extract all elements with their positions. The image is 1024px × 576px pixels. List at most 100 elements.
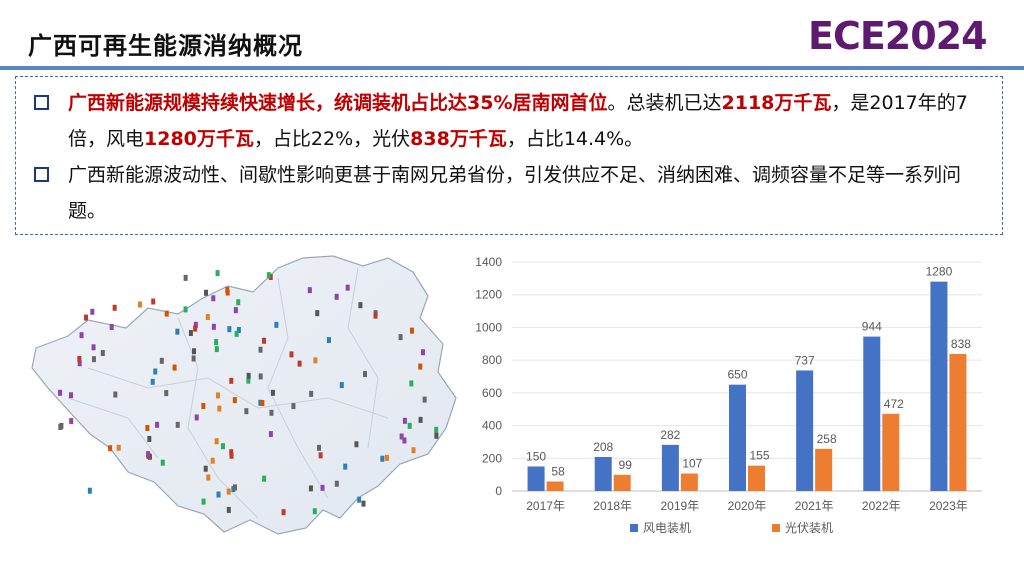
plant-marker-icon (100, 350, 105, 357)
plant-marker-icon (193, 325, 198, 332)
plant-marker-icon (160, 459, 165, 466)
plant-marker-icon (269, 409, 274, 416)
plant-marker-icon (362, 371, 367, 378)
plant-marker-icon (312, 508, 317, 515)
plant-marker-icon (339, 382, 344, 389)
plant-marker-icon (258, 399, 263, 406)
bar-wind (729, 384, 746, 491)
data-label: 208 (593, 440, 613, 454)
plant-marker-icon (164, 310, 169, 317)
plant-marker-icon (236, 327, 241, 334)
plant-marker-icon (201, 498, 206, 505)
plant-marker-icon (153, 368, 158, 375)
y-tick-label: 600 (482, 386, 502, 400)
ece2024-logo: ECE2024 (808, 14, 988, 58)
plant-marker-icon (343, 463, 348, 470)
bar-chart-svg: 0 200 400 600 800 1000 1200 1400 150 58 2017年 208 99… (475, 255, 982, 535)
bullet-seg: 838万千瓦 (410, 128, 507, 150)
plant-marker-icon (402, 417, 407, 424)
installed-capacity-chart: 0 200 400 600 800 1000 1200 1400 150 58 2017年 208 99… (452, 248, 1012, 548)
plant-marker-icon (270, 389, 275, 396)
square-bullet-icon (34, 167, 49, 182)
slide-title: 广西可再生能源消纳概况 (28, 32, 303, 60)
plant-marker-icon (308, 485, 313, 492)
bullet-seg: 广西新能源规模持续快速增长，统调装机占比达35%居南网首位 (68, 92, 608, 114)
plant-marker-icon (345, 284, 350, 291)
bar-wind (661, 444, 679, 491)
plant-marker-icon (373, 312, 378, 319)
plant-marker-icon (214, 438, 219, 445)
legend-label: 光伏装机 (785, 521, 833, 535)
plant-marker-icon (274, 321, 279, 328)
plant-marker-icon (183, 306, 188, 313)
y-tick-label: 1400 (475, 255, 502, 269)
plant-marker-icon (244, 408, 249, 415)
data-label: 58 (551, 465, 565, 479)
plant-marker-icon (214, 339, 219, 346)
x-tick-label: 2022年 (862, 499, 901, 513)
plant-marker-icon (261, 337, 266, 344)
plant-marker-icon (266, 272, 271, 279)
plant-marker-icon (192, 348, 197, 355)
plant-marker-icon (358, 302, 363, 309)
plant-marker-icon (309, 390, 314, 397)
y-tick-label: 1200 (475, 288, 502, 302)
data-label: 258 (817, 432, 837, 446)
plant-marker-icon (175, 328, 180, 335)
plant-marker-icon (226, 488, 231, 495)
bullet-box: 广西新能源规模持续快速增长，统调装机占比达35%居南网首位。总装机已达2118万… (15, 76, 1003, 235)
y-tick-label: 1000 (475, 320, 502, 334)
plant-marker-icon (220, 443, 225, 450)
data-label: 472 (884, 397, 904, 411)
plant-marker-icon (434, 426, 439, 433)
plant-marker-icon (69, 418, 74, 425)
bar-solar (949, 353, 967, 491)
plant-marker-icon (258, 346, 263, 353)
plant-marker-icon (217, 405, 222, 412)
plant-marker-icon (205, 313, 210, 320)
plant-marker-icon (90, 308, 95, 315)
plant-marker-icon (260, 400, 265, 407)
data-label: 944 (862, 320, 882, 334)
x-tick-label: 2023年 (929, 499, 968, 513)
plant-marker-icon (211, 323, 216, 330)
bullet-seg: ，占比14.4%。 (506, 128, 644, 150)
plant-marker-icon (206, 474, 211, 481)
legend-swatch (630, 524, 638, 532)
data-label: 107 (682, 456, 702, 470)
bar-solar (882, 413, 900, 491)
bullet-seg: 1280万千瓦 (144, 128, 254, 150)
plant-marker-icon (214, 346, 219, 353)
plant-marker-icon (109, 323, 114, 330)
plant-marker-icon (326, 337, 331, 344)
plant-marker-icon (150, 378, 155, 385)
plant-marker-icon (318, 452, 323, 459)
data-label: 838 (951, 337, 971, 351)
x-tick-label: 2017年 (526, 499, 565, 513)
data-label: 737 (795, 353, 815, 367)
plant-marker-icon (225, 289, 230, 296)
plant-marker-icon (233, 307, 238, 314)
plant-marker-icon (91, 356, 96, 363)
plant-marker-icon (229, 377, 234, 384)
plant-marker-icon (262, 475, 267, 482)
plant-marker-icon (191, 355, 196, 362)
bar-solar (546, 481, 564, 491)
data-label: 1280 (926, 265, 953, 279)
plant-marker-icon (334, 293, 339, 300)
plant-marker-icon (334, 480, 339, 487)
plant-marker-icon (137, 301, 142, 308)
plant-marker-icon (215, 270, 220, 277)
plant-marker-icon (155, 421, 160, 428)
plant-marker-icon (268, 431, 273, 438)
bullet-item-2: 广西新能源波动性、间歇性影响更甚于南网兄弟省份，引发供应不足、消纳困难、调频容量… (34, 157, 988, 229)
plant-marker-icon (183, 274, 188, 281)
plant-marker-icon (246, 377, 251, 384)
x-tick-label: 2018年 (593, 499, 632, 513)
plant-marker-icon (172, 364, 177, 371)
bar-solar (815, 448, 833, 491)
plant-marker-icon (83, 314, 88, 321)
plant-marker-icon (112, 304, 117, 311)
bar-wind (527, 466, 545, 491)
square-bullet-icon (34, 95, 49, 110)
